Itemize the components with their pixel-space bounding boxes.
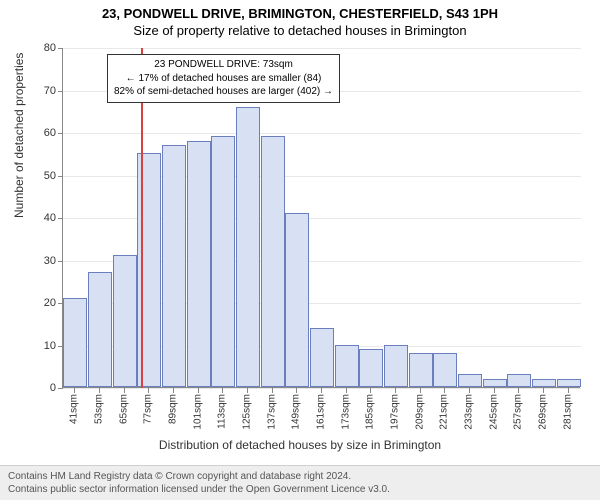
ytick-label: 70 bbox=[26, 85, 56, 97]
xtick-label: 89sqm bbox=[168, 394, 179, 424]
xtick-label: 233sqm bbox=[464, 394, 475, 430]
xtick-mark bbox=[518, 388, 519, 393]
ytick-label: 80 bbox=[26, 42, 56, 54]
xtick-mark bbox=[173, 388, 174, 393]
bar bbox=[88, 272, 112, 387]
chart-title-address: 23, PONDWELL DRIVE, BRIMINGTON, CHESTERF… bbox=[0, 0, 600, 21]
xtick-label: 173sqm bbox=[340, 394, 351, 430]
ytick-label: 60 bbox=[26, 127, 56, 139]
bar bbox=[359, 349, 383, 387]
bar bbox=[483, 379, 507, 388]
xtick-label: 41sqm bbox=[69, 394, 80, 424]
ytick-mark bbox=[58, 176, 63, 177]
bar bbox=[261, 136, 285, 387]
ytick-label: 50 bbox=[26, 170, 56, 182]
xtick-mark bbox=[568, 388, 569, 393]
xtick-label: 137sqm bbox=[266, 394, 277, 430]
ytick-label: 10 bbox=[26, 340, 56, 352]
xtick-mark bbox=[148, 388, 149, 393]
xtick-mark bbox=[198, 388, 199, 393]
gridline bbox=[63, 388, 581, 389]
bar bbox=[384, 345, 408, 388]
xtick-label: 257sqm bbox=[513, 394, 524, 430]
ytick-mark bbox=[58, 91, 63, 92]
bar bbox=[458, 374, 482, 387]
xtick-mark bbox=[370, 388, 371, 393]
xtick-mark bbox=[543, 388, 544, 393]
bar bbox=[236, 107, 260, 388]
xtick-label: 185sqm bbox=[365, 394, 376, 430]
bar bbox=[162, 145, 186, 387]
xtick-mark bbox=[296, 388, 297, 393]
xtick-mark bbox=[247, 388, 248, 393]
footer-attribution: Contains HM Land Registry data © Crown c… bbox=[0, 465, 600, 500]
y-axis-title: Number of detached properties bbox=[12, 53, 26, 218]
bar bbox=[532, 379, 556, 388]
x-axis-title: Distribution of detached houses by size … bbox=[0, 438, 600, 452]
xtick-mark bbox=[420, 388, 421, 393]
footer-line2: Contains public sector information licen… bbox=[8, 483, 592, 496]
bar bbox=[113, 255, 137, 387]
xtick-mark bbox=[395, 388, 396, 393]
xtick-label: 245sqm bbox=[488, 394, 499, 430]
xtick-mark bbox=[99, 388, 100, 393]
ytick-label: 30 bbox=[26, 255, 56, 267]
xtick-mark bbox=[272, 388, 273, 393]
ytick-label: 0 bbox=[26, 382, 56, 394]
xtick-mark bbox=[494, 388, 495, 393]
footer-line1: Contains HM Land Registry data © Crown c… bbox=[8, 470, 592, 483]
ytick-mark bbox=[58, 48, 63, 49]
xtick-label: 65sqm bbox=[118, 394, 129, 424]
bar bbox=[433, 353, 457, 387]
ytick-label: 20 bbox=[26, 297, 56, 309]
annotation-line2: ← 17% of detached houses are smaller (84… bbox=[114, 72, 333, 86]
annotation-line3: 82% of semi-detached houses are larger (… bbox=[114, 85, 333, 99]
bar bbox=[211, 136, 235, 387]
bar bbox=[187, 141, 211, 388]
chart-area: 23 PONDWELL DRIVE: 73sqm ← 17% of detach… bbox=[62, 48, 580, 388]
annotation-line1: 23 PONDWELL DRIVE: 73sqm bbox=[114, 58, 333, 72]
ytick-mark bbox=[58, 218, 63, 219]
xtick-label: 209sqm bbox=[414, 394, 425, 430]
xtick-label: 221sqm bbox=[439, 394, 450, 430]
xtick-label: 149sqm bbox=[291, 394, 302, 430]
bar bbox=[310, 328, 334, 388]
xtick-label: 281sqm bbox=[562, 394, 573, 430]
bar bbox=[507, 374, 531, 387]
bar bbox=[557, 379, 581, 388]
xtick-mark bbox=[469, 388, 470, 393]
xtick-label: 125sqm bbox=[242, 394, 253, 430]
bar bbox=[409, 353, 433, 387]
xtick-mark bbox=[222, 388, 223, 393]
xtick-label: 101sqm bbox=[192, 394, 203, 430]
xtick-label: 77sqm bbox=[143, 394, 154, 424]
xtick-mark bbox=[346, 388, 347, 393]
xtick-mark bbox=[321, 388, 322, 393]
xtick-mark bbox=[124, 388, 125, 393]
xtick-label: 197sqm bbox=[390, 394, 401, 430]
xtick-label: 53sqm bbox=[94, 394, 105, 424]
xtick-mark bbox=[74, 388, 75, 393]
xtick-mark bbox=[444, 388, 445, 393]
ytick-label: 40 bbox=[26, 212, 56, 224]
xtick-label: 161sqm bbox=[316, 394, 327, 430]
bar bbox=[335, 345, 359, 388]
xtick-label: 269sqm bbox=[538, 394, 549, 430]
ytick-mark bbox=[58, 133, 63, 134]
annotation-box: 23 PONDWELL DRIVE: 73sqm ← 17% of detach… bbox=[107, 54, 340, 103]
ytick-mark bbox=[58, 261, 63, 262]
bar bbox=[285, 213, 309, 387]
bar bbox=[63, 298, 87, 387]
xtick-label: 113sqm bbox=[217, 394, 228, 429]
ytick-mark bbox=[58, 388, 63, 389]
chart-subtitle: Size of property relative to detached ho… bbox=[0, 21, 600, 38]
